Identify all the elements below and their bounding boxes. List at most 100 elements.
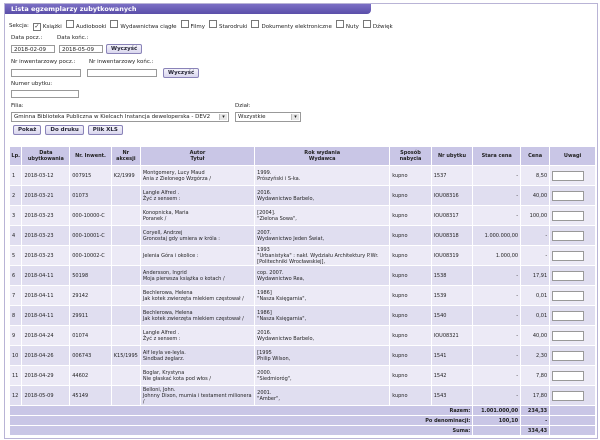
- dzial-label: Dział:: [235, 103, 251, 109]
- notes-input[interactable]: [552, 250, 585, 261]
- cell-sposob: kupno: [389, 345, 432, 366]
- summary-old-price: 100,10: [472, 415, 522, 426]
- date-from-input[interactable]: 2018-02-09: [11, 45, 55, 53]
- column-header: Nr. Inwent.: [69, 146, 112, 166]
- removal-number-input[interactable]: [11, 90, 79, 98]
- summary-empty: [549, 405, 596, 416]
- cell-autor: Andersson, Ingrid Moja pierwsza książka o…: [139, 265, 256, 286]
- cell-akc: [110, 205, 141, 226]
- section-checkbox[interactable]: [251, 20, 260, 28]
- cell-sposob: kupno: [389, 385, 432, 406]
- summary-old-price: 1.001.000,00: [472, 405, 522, 416]
- cell-cena: 7,80: [520, 365, 551, 386]
- inventory-to-input[interactable]: [87, 69, 157, 77]
- table-row: 8 2018-04-11 29911 Bechlerowa, Helena Jak ko…: [8, 305, 596, 326]
- summary-empty: [549, 415, 596, 426]
- cell-line: Johnny Dixon, mumia i testament milioner…: [142, 392, 252, 405]
- cell-cena: 100,00: [520, 205, 551, 226]
- cell-cena: 2,30: [520, 345, 551, 366]
- notes-input[interactable]: [552, 350, 585, 361]
- column-header-line: Tytuł: [190, 156, 205, 162]
- cell-cena: 40,00: [520, 185, 551, 206]
- section-checkbox[interactable]: [362, 20, 371, 28]
- cell-rok: 1986] "Nasza Księgarnia",: [254, 305, 391, 326]
- export-xls-button[interactable]: Plik XLS: [87, 125, 123, 135]
- cell-lp: 1: [8, 165, 23, 186]
- cell-data: 2018-04-11: [21, 265, 71, 286]
- summary-price: -: [520, 415, 551, 426]
- cell-lp: 3: [8, 205, 23, 226]
- cell-rok: 2001. "Amber",: [254, 385, 391, 406]
- dates-clear-button[interactable]: Wyczyść: [106, 44, 143, 54]
- notes-input[interactable]: [552, 170, 585, 181]
- summary-row: Suma: 334,43: [8, 425, 596, 436]
- cell-notes: [549, 285, 596, 306]
- show-button[interactable]: Pokaż: [13, 125, 42, 135]
- inventory-clear-button[interactable]: Wyczyść: [163, 68, 200, 78]
- summary-row: Razem: 1.001.000,00 234,33: [8, 405, 596, 416]
- cell-stara: -: [472, 185, 522, 206]
- inventory-from-input[interactable]: [11, 69, 81, 77]
- column-header-line: Cena: [528, 153, 543, 159]
- column-header: Stara cena: [472, 146, 522, 166]
- cell-akc: [110, 385, 141, 406]
- cell-line: Langle Alfred .: [142, 329, 180, 336]
- cell-line: [2004].: [257, 209, 276, 216]
- table-row: 2 2018-03-21 01073 Langle Alfred . Żyć z sen…: [8, 185, 596, 206]
- filia-select[interactable]: Gminna Biblioteka Publiczna w Kielcach I…: [11, 112, 229, 122]
- notes-input[interactable]: [552, 230, 585, 241]
- column-header-line: Sposób: [400, 150, 421, 156]
- date-to-input[interactable]: 2018-05-09: [59, 45, 103, 53]
- notes-input[interactable]: [552, 190, 585, 201]
- section-checkbox[interactable]: [335, 20, 344, 28]
- notes-input[interactable]: [552, 270, 585, 281]
- cell-autor: Langle Alfred . Żyć z sensem :: [139, 185, 256, 206]
- cell-lp: 7: [8, 285, 23, 306]
- section-checkbox[interactable]: [180, 20, 189, 28]
- cell-line: Alf leyla ve-leyla.: [142, 349, 186, 356]
- cell-line: Langle Alfred .: [142, 189, 180, 196]
- chevron-down-icon: ▾: [291, 114, 299, 120]
- cell-line: Wydawnictwo Barbelo,: [257, 335, 315, 342]
- column-header: Lp.: [8, 146, 23, 166]
- section-checkbox[interactable]: [65, 20, 74, 28]
- table-row: 9 2018-04-24 01074 Langle Alfred . Żyć z sen…: [8, 325, 596, 346]
- section-checkbox[interactable]: [208, 20, 217, 28]
- print-button[interactable]: Do druku: [45, 125, 84, 135]
- cell-line: [1995: [257, 349, 272, 356]
- cell-stara: -: [472, 325, 522, 346]
- cell-ubytek: IOU08319: [430, 245, 474, 266]
- notes-input[interactable]: [552, 330, 585, 341]
- dzial-select[interactable]: Wszystkie ▾: [235, 112, 301, 122]
- column-header: Nr ubytku: [430, 146, 474, 166]
- cell-inw: 50198: [69, 265, 112, 286]
- cell-sposob: kupno: [389, 205, 432, 226]
- cell-stara: -: [472, 345, 522, 366]
- cell-ubytek: 1543: [430, 385, 474, 406]
- section-checkbox[interactable]: [110, 20, 119, 28]
- cell-sposob: kupno: [389, 305, 432, 326]
- column-header: Autor Tytuł: [139, 146, 256, 166]
- cell-sposob: kupno: [389, 365, 432, 386]
- cell-line: Andersson, Ingrid: [142, 269, 187, 276]
- notes-input[interactable]: [552, 210, 585, 221]
- cell-rok: 1986] "Nasza Księgarnia",: [254, 285, 391, 306]
- summary-label: Razem:: [8, 405, 474, 416]
- notes-input[interactable]: [552, 390, 585, 401]
- section-checkbox[interactable]: ✓: [32, 23, 41, 31]
- cell-line: Wydawnictwo Jeden Świat,: [257, 235, 325, 242]
- section-option-label: Audiobooki: [75, 24, 107, 30]
- cell-stara: -: [472, 265, 522, 286]
- notes-input[interactable]: [552, 370, 585, 381]
- table-row: 1 2018-03-12 007915 K2/1999 Montgomery, Lucy…: [8, 165, 596, 186]
- summary-empty: [549, 425, 596, 436]
- cell-line: Belloni, John.: [142, 386, 176, 393]
- notes-input[interactable]: [552, 290, 585, 301]
- cell-data: 2018-04-11: [21, 285, 71, 306]
- cell-stara: 1.000.000,00: [472, 225, 522, 246]
- notes-input[interactable]: [552, 310, 585, 321]
- cell-sposob: kupno: [389, 285, 432, 306]
- column-header-line: Nr. Inwent.: [75, 153, 106, 159]
- cell-line: Bechlerowa, Helena: [142, 309, 193, 316]
- cell-line: Bechlerowa, Helena: [142, 289, 193, 296]
